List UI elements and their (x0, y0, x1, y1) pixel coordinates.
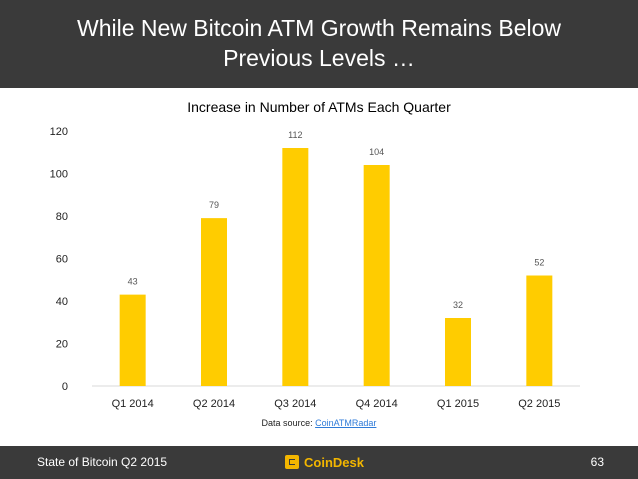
bar-chart: Increase in Number of ATMs Each Quarter … (50, 99, 580, 410)
bar-data-label: 43 (128, 277, 138, 287)
bar-data-label: 52 (534, 258, 544, 268)
x-tick-label: Q1 2015 (437, 398, 479, 410)
y-tick-label: 80 (56, 211, 68, 223)
bar-data-label: 112 (288, 130, 302, 140)
slide-footer: State of Bitcoin Q2 2015 CoinDesk 63 (0, 446, 638, 479)
coindesk-logo: CoinDesk (285, 453, 364, 471)
data-source-link[interactable]: CoinATMRadar (315, 418, 377, 428)
y-tick-label: 40 (56, 296, 68, 308)
slide-header: While New Bitcoin ATM Growth Remains Bel… (0, 0, 638, 88)
x-tick-label: Q2 2014 (193, 398, 235, 410)
y-tick-label: 0 (62, 381, 68, 393)
bar-data-label: 32 (453, 300, 463, 310)
bar-q2-2014 (201, 218, 227, 386)
bar-q3-2014 (282, 148, 309, 386)
bar-q4-2014 (363, 165, 390, 386)
chart-title: Increase in Number of ATMs Each Quarter (187, 99, 451, 115)
bar-q1-2014 (119, 294, 146, 386)
x-tick-label: Q3 2014 (274, 398, 316, 410)
chart-area: Increase in Number of ATMs Each Quarter … (0, 88, 638, 443)
coindesk-logo-text: CoinDesk (304, 454, 364, 470)
bar-q2-2015 (526, 275, 553, 386)
y-tick-label: 100 (50, 169, 68, 181)
y-tick-label: 120 (50, 126, 68, 138)
footer-deck-title: State of Bitcoin Q2 2015 (37, 455, 168, 469)
bar-q1-2015 (445, 318, 471, 386)
slide-title-line-1: While New Bitcoin ATM Growth Remains Bel… (77, 15, 561, 41)
y-tick-label: 60 (56, 254, 68, 266)
data-source: Data source: CoinATMRadar (0, 418, 638, 428)
x-tick-label: Q4 2014 (356, 398, 398, 410)
data-source-prefix: Data source: (261, 418, 316, 428)
bar-data-label: 79 (209, 200, 219, 210)
y-tick-label: 20 (56, 339, 68, 351)
slide-title-line-2: Previous Levels … (223, 45, 415, 71)
x-tick-label: Q1 2014 (112, 398, 154, 410)
bar-data-label: 104 (369, 147, 384, 157)
x-tick-label: Q2 2015 (518, 398, 560, 410)
page-number: 63 (590, 455, 604, 469)
coindesk-logo-icon (285, 455, 299, 469)
